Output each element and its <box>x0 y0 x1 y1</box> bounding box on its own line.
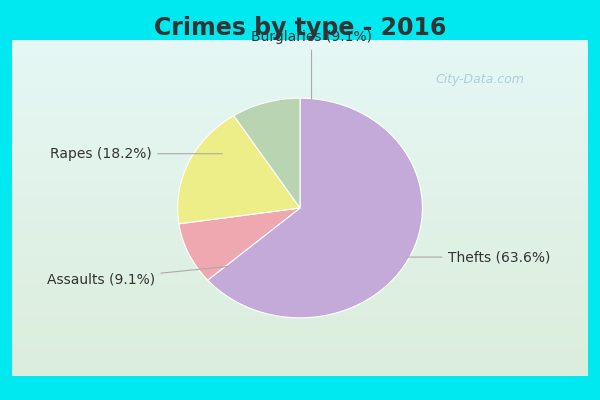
Wedge shape <box>234 98 300 208</box>
Text: Burglaries (9.1%): Burglaries (9.1%) <box>251 30 372 99</box>
Text: City-Data.com: City-Data.com <box>436 74 524 86</box>
Wedge shape <box>178 116 300 224</box>
Text: Thefts (63.6%): Thefts (63.6%) <box>406 250 550 264</box>
Text: Crimes by type - 2016: Crimes by type - 2016 <box>154 16 446 40</box>
Text: Rapes (18.2%): Rapes (18.2%) <box>50 147 223 161</box>
Text: Assaults (9.1%): Assaults (9.1%) <box>47 266 228 286</box>
Wedge shape <box>179 208 300 280</box>
Wedge shape <box>208 98 422 318</box>
